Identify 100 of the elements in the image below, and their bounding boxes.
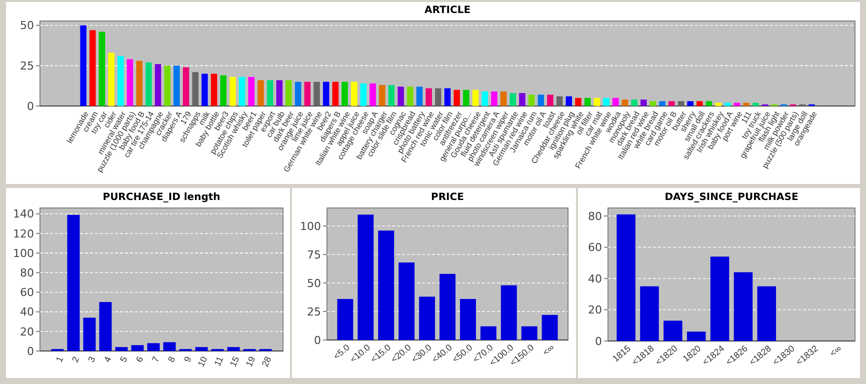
bar [115,347,128,351]
bar [342,82,348,106]
bar [67,214,80,351]
y-tick-label: 100 [300,220,321,233]
bar [491,91,498,106]
bar [500,91,507,106]
y-tick-label: 50 [20,19,34,32]
bar [419,296,436,340]
bar [358,214,374,340]
y-tick-label: 40 [588,272,602,286]
bar [454,90,460,106]
bar [724,102,731,106]
x-tick-label: 10 [196,354,210,368]
x-tick-label: 9 [182,354,194,364]
bar [668,101,675,106]
bar [108,52,114,106]
bar [304,82,311,106]
bar [192,72,198,106]
x-tick-label: <∞ [828,342,844,358]
bar [594,98,600,106]
bar [440,274,456,340]
bar [332,82,339,106]
bar [99,302,112,351]
bar [696,101,703,106]
bar [435,88,442,106]
y-tick-label: 60 [20,286,34,300]
bar [616,214,636,341]
bar [650,101,656,106]
y-tick-label: 0 [595,334,602,348]
bar [734,272,753,341]
bar [426,88,432,106]
bar [575,98,582,106]
y-tick-label: 50 [307,276,321,290]
y-tick-label: 25 [20,60,34,73]
bar [370,83,376,106]
y-tick-label: 0 [27,344,34,358]
y-tick-label: 20 [588,304,602,317]
bar [678,101,684,106]
bar [388,85,395,106]
bar [258,80,264,106]
bar [710,256,730,341]
bar [266,80,274,106]
bar [136,60,142,106]
x-tick-label: <∞ [540,342,557,358]
bar [360,83,367,106]
bar [538,94,544,106]
bar [752,102,759,106]
y-tick-label: 120 [13,227,34,240]
y-tick-label: 75 [307,248,321,262]
bar [238,76,246,106]
bar [118,56,124,106]
bar [612,98,619,106]
bar [80,25,86,106]
bar [98,32,106,106]
bar [398,86,404,106]
y-tick-label: 0 [27,100,34,113]
bar [322,82,330,106]
bar [603,98,610,106]
bar [521,326,538,340]
bar [631,100,638,106]
bar [154,64,162,106]
bar [202,74,208,106]
bar [294,82,302,106]
bar [131,345,144,351]
bar [743,102,750,106]
x-tick-label: 3 [86,354,98,364]
bar [350,82,358,106]
y-tick-label: 0 [314,334,321,347]
x-tick-label: 2 [70,354,82,364]
x-tick-label: <5.0 [331,342,352,362]
bar [664,320,682,341]
bar [276,80,283,106]
y-tick-label: 60 [588,241,602,254]
x-tick-label: 28 [260,354,274,368]
bar [706,101,712,106]
bar [500,285,517,340]
bar [379,85,386,106]
bar [584,98,591,106]
bar [195,347,208,351]
y-tick-label: 25 [307,305,321,318]
bar [556,96,563,106]
bar [687,101,694,106]
bar [230,76,236,106]
y-tick-label: 80 [588,210,602,223]
x-tick-label: 4 [102,354,114,364]
bar [248,76,255,106]
bar [227,347,240,351]
bar [163,342,176,351]
bar [480,326,496,340]
x-tick-label: 8 [166,354,178,364]
bar [640,100,647,106]
bar [547,94,554,106]
x-tick-label: 15 [228,354,242,368]
bar [715,102,722,106]
bar [210,74,218,106]
y-tick-label: 20 [20,325,34,338]
bar [164,66,170,106]
bar [510,93,516,106]
bar [337,298,354,340]
bar [622,100,628,106]
